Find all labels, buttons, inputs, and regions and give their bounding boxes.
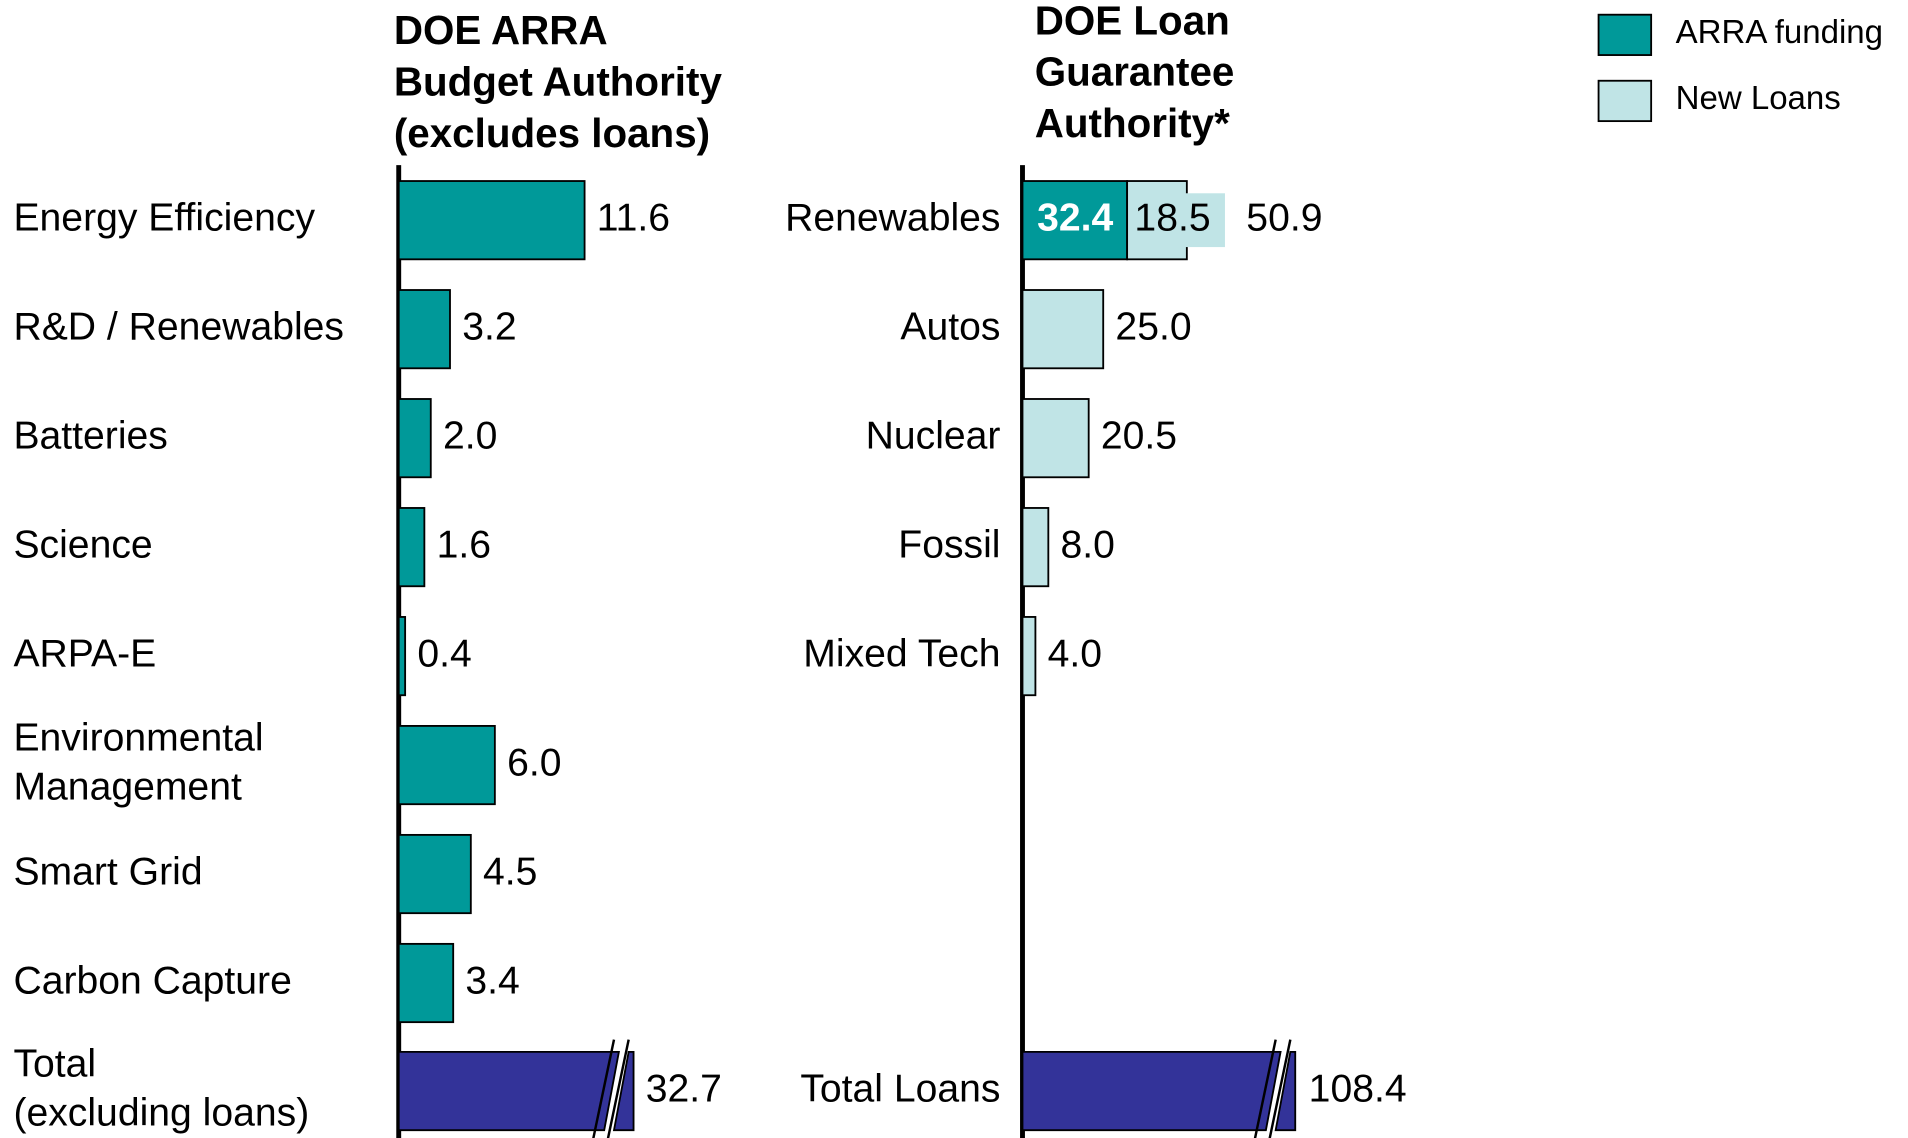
bar	[397, 616, 407, 697]
segment-label: 32.4	[1037, 197, 1113, 240]
category-label: Batteries	[13, 414, 167, 457]
total-label: 50.9	[1246, 197, 1322, 240]
category-label: Environmental Management	[13, 717, 263, 809]
category-label: Total Loans	[800, 1067, 1000, 1110]
bar-segment	[1021, 398, 1090, 479]
axis-break	[592, 1039, 616, 1138]
bar	[397, 942, 455, 1024]
label-background	[1129, 193, 1225, 248]
bar-segment	[1021, 616, 1037, 697]
legend-label: New Loans	[1676, 79, 1841, 116]
bar-segment	[1021, 507, 1050, 588]
bar	[397, 180, 586, 261]
bar	[397, 725, 496, 806]
value-label: 4.5	[483, 850, 537, 893]
bar	[397, 507, 426, 588]
chart-title: DOE ARRA Budget Authority (excludes loans)	[394, 7, 723, 156]
value-label: 2.0	[443, 414, 497, 457]
category-label: Energy Efficiency	[13, 197, 315, 240]
legend-label: ARRA funding	[1676, 13, 1883, 50]
category-label: Nuclear	[866, 414, 1001, 457]
bar-segment	[1021, 289, 1105, 370]
value-label: 3.4	[465, 959, 519, 1002]
bar	[397, 289, 451, 370]
axis-break	[1268, 1039, 1292, 1138]
legend-swatch	[1597, 79, 1653, 123]
value-label: 20.5	[1101, 414, 1177, 457]
axis-break	[1253, 1039, 1277, 1138]
legend-swatch	[1597, 13, 1653, 56]
bar	[1021, 1050, 1297, 1132]
value-label: 8.0	[1061, 523, 1115, 566]
value-label: 11.6	[597, 197, 670, 240]
value-label: 6.0	[507, 741, 561, 784]
category-label: Science	[13, 523, 152, 566]
bar	[397, 398, 432, 479]
value-label: 3.2	[462, 305, 516, 348]
value-label: 108.4	[1309, 1067, 1407, 1110]
value-label: 0.4	[417, 632, 471, 675]
value-label: 32.7	[646, 1067, 722, 1110]
chart-title: DOE Loan Guarantee Authority*	[1035, 0, 1235, 146]
value-label: 1.6	[437, 523, 491, 566]
value-label: 25.0	[1115, 305, 1191, 348]
category-label: Mixed Tech	[803, 632, 1000, 675]
bar	[397, 833, 472, 915]
segment-label: 18.5	[1134, 197, 1210, 240]
bar	[397, 1050, 635, 1132]
category-label: Fossil	[898, 523, 1000, 566]
category-label: Renewables	[785, 197, 1000, 240]
category-label: ARPA-E	[13, 632, 156, 675]
category-label: Autos	[900, 305, 1000, 348]
category-label: Total (excluding loans)	[13, 1043, 309, 1135]
value-label: 4.0	[1048, 632, 1102, 675]
category-label: Smart Grid	[13, 850, 202, 893]
category-label: Carbon Capture	[13, 959, 291, 1002]
category-label: R&D / Renewables	[13, 305, 344, 348]
axis-break	[606, 1039, 630, 1138]
